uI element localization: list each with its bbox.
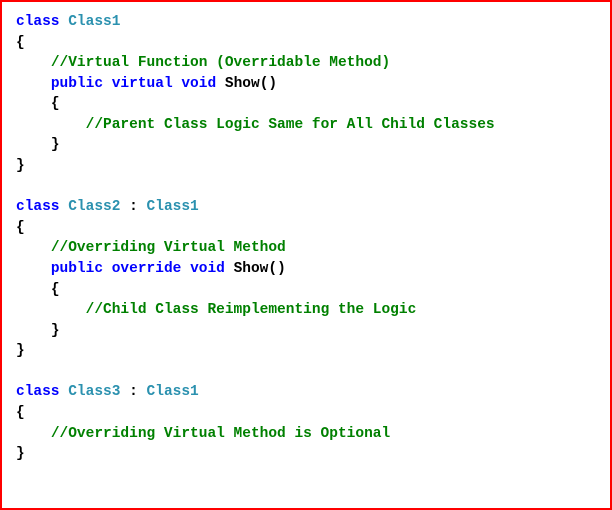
- brace: {: [51, 282, 60, 298]
- indent: [51, 302, 86, 318]
- space: [60, 384, 69, 400]
- indent: [16, 137, 51, 153]
- brace: {: [51, 96, 60, 112]
- space: [181, 261, 190, 277]
- space: [60, 14, 69, 30]
- class-name: Class1: [147, 384, 199, 400]
- keyword: class: [16, 199, 60, 215]
- indent: [16, 323, 51, 339]
- indent: [16, 117, 51, 133]
- brace: {: [16, 35, 25, 51]
- indent: [16, 261, 51, 277]
- keyword: class: [16, 384, 60, 400]
- colon: :: [120, 199, 146, 215]
- brace: }: [16, 158, 25, 174]
- brace: {: [16, 220, 25, 236]
- keyword: class: [16, 14, 60, 30]
- indent: [16, 282, 51, 298]
- space: [103, 261, 112, 277]
- indent: [16, 96, 51, 112]
- code-block: class Class1 { //Virtual Function (Overr…: [0, 0, 612, 510]
- space: [103, 76, 112, 92]
- indent: [16, 76, 51, 92]
- space: [216, 76, 225, 92]
- parens: (): [268, 261, 285, 277]
- method-name: Show: [225, 76, 260, 92]
- indent: [16, 426, 51, 442]
- comment: //Overriding Virtual Method: [51, 240, 286, 256]
- space: [60, 199, 69, 215]
- indent: [51, 117, 86, 133]
- comment: //Child Class Reimplementing the Logic: [86, 302, 417, 318]
- comment: //Parent Class Logic Same for All Child …: [86, 117, 495, 133]
- method-name: Show: [234, 261, 269, 277]
- parens: (): [260, 76, 277, 92]
- keyword: virtual: [112, 76, 173, 92]
- indent: [16, 55, 51, 71]
- comment: //Virtual Function (Overridable Method): [51, 55, 390, 71]
- brace: }: [16, 343, 25, 359]
- keyword: public: [51, 76, 103, 92]
- indent: [16, 240, 51, 256]
- keyword: override: [112, 261, 182, 277]
- keyword: void: [190, 261, 225, 277]
- comment: //Overriding Virtual Method is Optional: [51, 426, 390, 442]
- brace: }: [16, 446, 25, 462]
- brace: {: [16, 405, 25, 421]
- brace: }: [51, 323, 60, 339]
- keyword: public: [51, 261, 103, 277]
- space: [225, 261, 234, 277]
- indent: [16, 302, 51, 318]
- class-name: Class3: [68, 384, 120, 400]
- keyword: void: [181, 76, 216, 92]
- class-name: Class2: [68, 199, 120, 215]
- class-name: Class1: [147, 199, 199, 215]
- colon: :: [120, 384, 146, 400]
- class-name: Class1: [68, 14, 120, 30]
- brace: }: [51, 137, 60, 153]
